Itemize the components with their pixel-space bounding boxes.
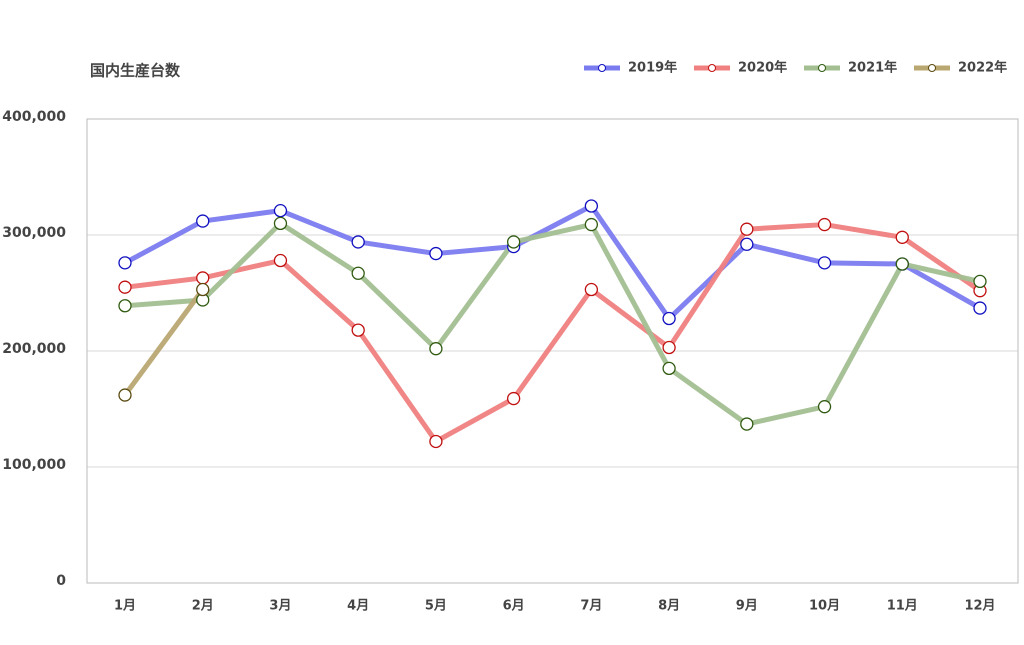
data-point: [196, 214, 210, 228]
x-tick-label: 5月: [425, 599, 447, 614]
data-point: [118, 256, 132, 270]
data-point: [196, 282, 210, 297]
y-tick-label: 300,000: [2, 225, 66, 241]
x-tick-label: 2月: [192, 599, 214, 614]
data-point: [351, 266, 365, 280]
x-tick-label: 6月: [503, 599, 525, 614]
x-tick-label: 3月: [269, 599, 291, 614]
y-tick-label: 0: [56, 573, 66, 589]
data-point: [973, 301, 987, 315]
data-point: [817, 256, 832, 270]
legend-label: 2021年: [848, 60, 897, 76]
data-point: [817, 217, 832, 232]
data-point: [740, 237, 754, 251]
x-tick-label: 12月: [964, 599, 995, 614]
data-point: [506, 391, 521, 406]
data-point: [429, 434, 443, 449]
data-point: [895, 230, 909, 244]
y-tick-label: 100,000: [2, 457, 66, 473]
data-point: [584, 217, 599, 232]
x-tick-label: 7月: [580, 599, 602, 614]
legend-label: 2019年: [628, 60, 677, 76]
x-tick-label: 8月: [658, 599, 680, 614]
x-tick-label: 1月: [114, 599, 136, 614]
data-point: [273, 216, 288, 231]
data-point: [118, 280, 132, 294]
series-line: [124, 220, 981, 427]
data-point: [895, 257, 909, 271]
legend-label: 2020年: [738, 60, 787, 76]
plot-frame: [86, 118, 1019, 584]
data-point: [351, 323, 365, 337]
y-tick-label: 200,000: [2, 341, 66, 357]
data-point: [662, 361, 676, 376]
data-point: [662, 340, 676, 355]
x-tick-label: 11月: [887, 599, 918, 614]
legend-marker: [818, 64, 826, 72]
series-line: [124, 222, 982, 444]
legend-label: 2022年: [958, 60, 1007, 76]
data-point: [973, 274, 987, 289]
series-line: [123, 203, 982, 322]
data-point: [817, 400, 832, 414]
x-tick-label: 9月: [736, 599, 758, 614]
y-tick-label: 400,000: [2, 109, 66, 125]
data-point: [584, 282, 599, 297]
data-point: [196, 271, 210, 285]
chart-title: 国内生産台数: [90, 62, 181, 80]
data-point: [273, 253, 288, 268]
data-point: [351, 235, 365, 249]
data-point: [429, 342, 443, 356]
data-point: [584, 199, 599, 213]
data-point: [506, 235, 521, 249]
legend-marker: [598, 64, 606, 72]
x-tick-label: 4月: [347, 599, 369, 614]
legend-marker: [928, 64, 936, 72]
data-point: [662, 311, 676, 326]
data-point: [118, 299, 132, 313]
x-tick-label: 10月: [809, 599, 840, 614]
legend-marker: [708, 64, 716, 72]
data-point: [273, 203, 288, 218]
data-point: [118, 388, 132, 402]
data-point: [429, 246, 443, 261]
data-point: [740, 222, 754, 236]
series-line: [122, 288, 205, 397]
data-point: [740, 417, 754, 431]
